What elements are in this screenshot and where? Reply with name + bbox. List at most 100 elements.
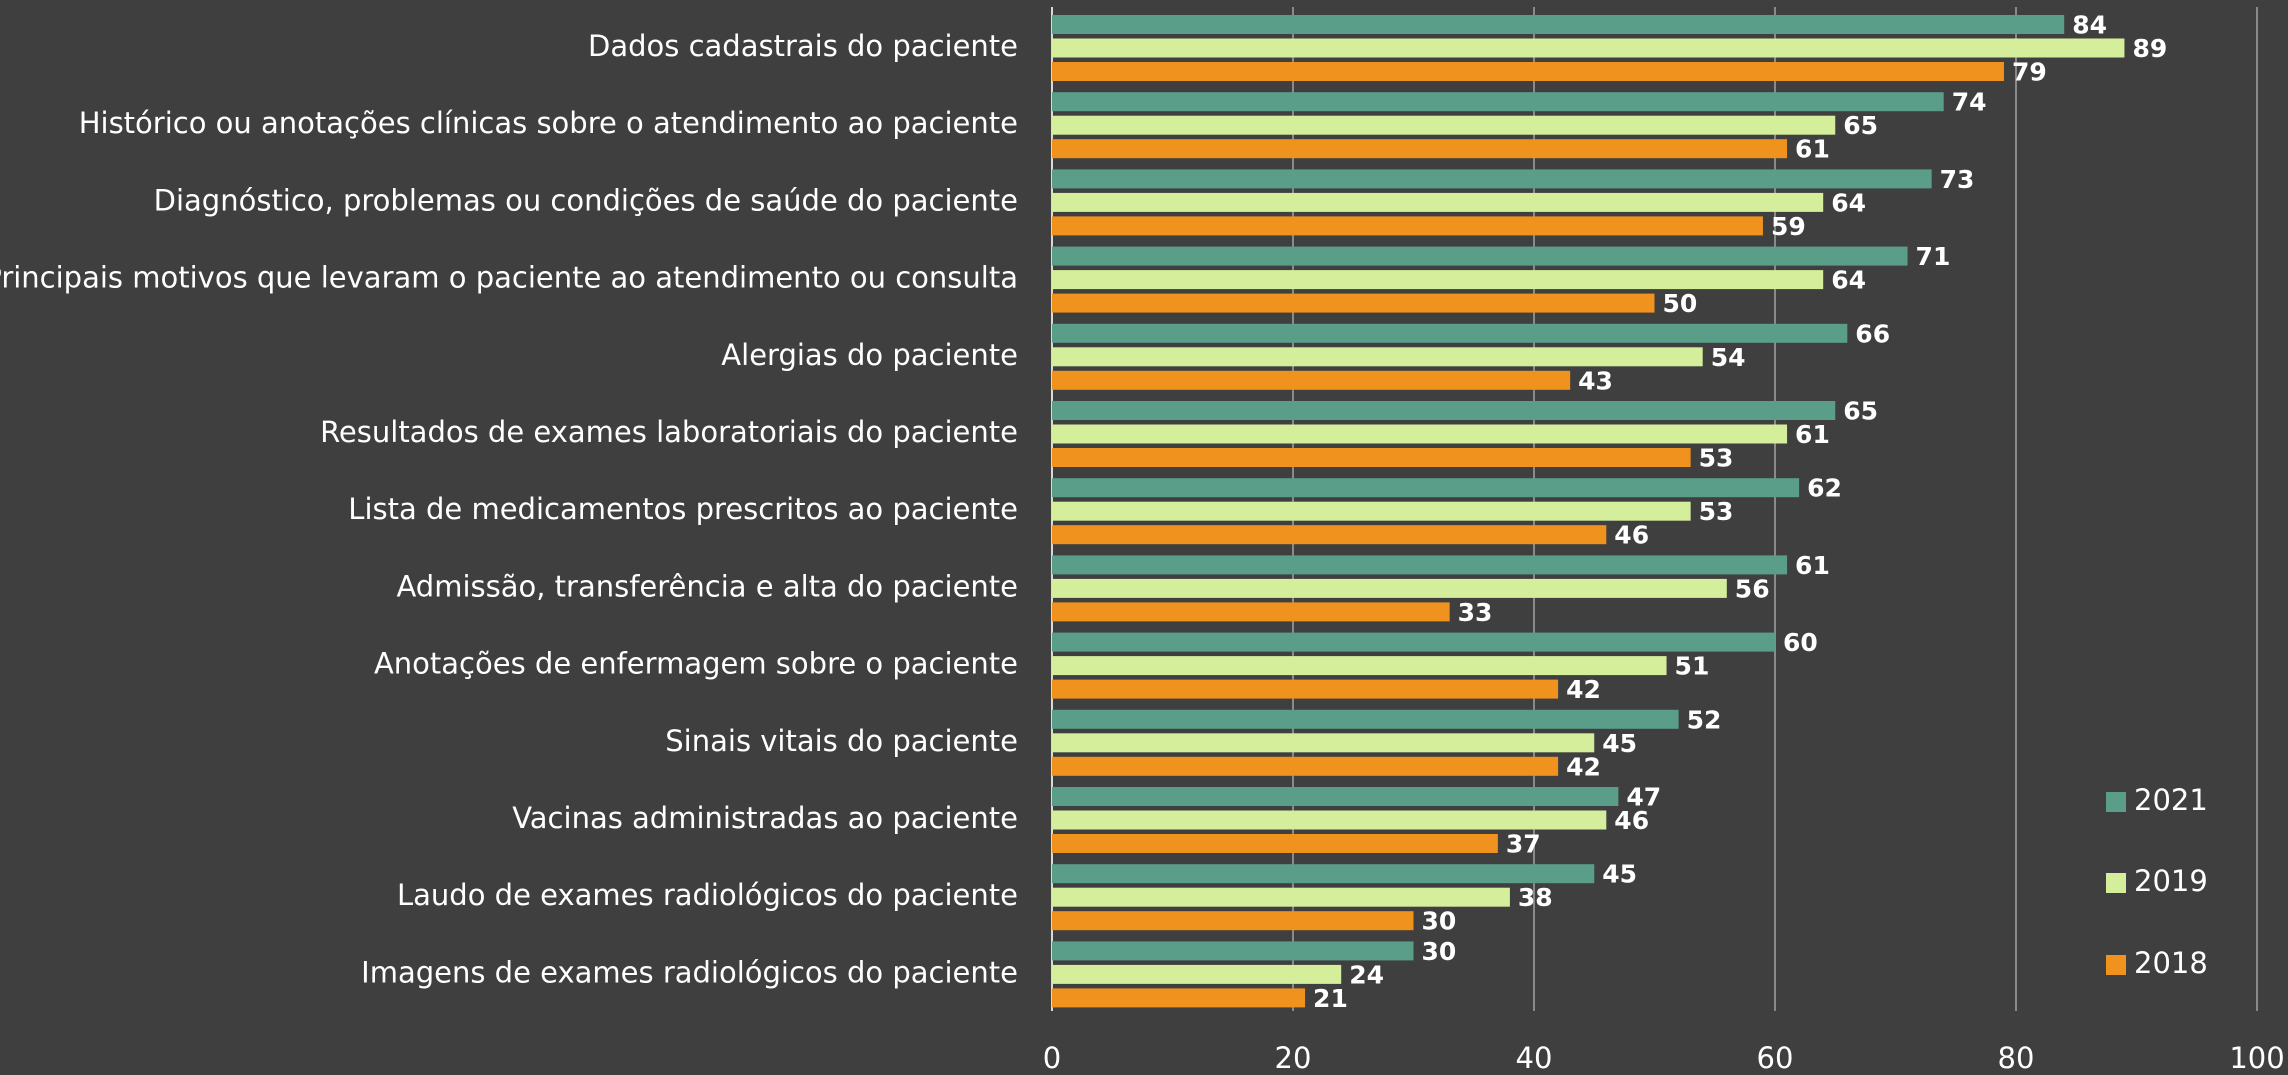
data-label: 73 <box>1940 165 1975 194</box>
data-label: 54 <box>1711 343 1746 372</box>
bar <box>1052 887 1510 907</box>
data-label: 52 <box>1687 705 1722 734</box>
bar <box>1052 270 1824 290</box>
legend-label: 2018 <box>2134 946 2208 980</box>
data-label: 30 <box>1422 937 1457 966</box>
bar <box>1052 988 1306 1008</box>
bar <box>1052 555 1788 575</box>
data-label: 46 <box>1614 806 1649 835</box>
data-label: 61 <box>1795 551 1830 580</box>
data-label: 61 <box>1795 135 1830 164</box>
data-label: 42 <box>1566 675 1601 704</box>
data-label: 71 <box>1916 242 1951 271</box>
bar <box>1052 501 1691 521</box>
data-label: 50 <box>1663 289 1698 318</box>
data-label: 37 <box>1506 830 1541 859</box>
bar <box>1052 139 1788 159</box>
bar <box>1052 15 2065 34</box>
category-label: Resultados de exames laboratoriais do pa… <box>320 415 1018 449</box>
data-label: 53 <box>1699 497 1734 526</box>
x-tick-label: 60 <box>1757 1041 1794 1075</box>
data-label: 43 <box>1578 366 1613 395</box>
data-label: 65 <box>1843 397 1878 426</box>
data-label: 53 <box>1699 444 1734 473</box>
bar <box>1052 92 1944 112</box>
legend-label: 2021 <box>2134 783 2208 817</box>
category-label: Dados cadastrais do paciente <box>588 29 1018 63</box>
category-label: Sinais vitais do paciente <box>665 724 1018 758</box>
data-label: 42 <box>1566 752 1601 781</box>
data-label: 51 <box>1675 652 1710 681</box>
legend-swatch <box>2106 792 2126 812</box>
data-label: 38 <box>1518 883 1553 912</box>
bar <box>1052 810 1607 830</box>
bar <box>1052 656 1667 676</box>
bar <box>1052 293 1655 313</box>
data-label: 45 <box>1602 860 1637 889</box>
legend-swatch <box>2106 955 2126 975</box>
bar <box>1052 787 1619 806</box>
bar <box>1052 478 1800 498</box>
data-label: 64 <box>1831 266 1866 295</box>
data-label: 56 <box>1735 574 1770 603</box>
bar <box>1052 911 1414 931</box>
bar <box>1052 578 1727 598</box>
bar <box>1052 169 1932 189</box>
bar <box>1052 964 1342 984</box>
data-label: 59 <box>1771 212 1806 241</box>
bar <box>1052 38 2125 58</box>
category-label: Diagnóstico, problemas ou condições de s… <box>154 183 1018 217</box>
bar <box>1052 347 1703 367</box>
bar <box>1052 756 1559 776</box>
bar <box>1052 370 1571 390</box>
bar <box>1052 62 2004 81</box>
data-label: 79 <box>2012 58 2047 87</box>
data-label: 60 <box>1783 628 1818 657</box>
category-label: Vacinas administradas ao paciente <box>512 801 1018 835</box>
bar <box>1052 864 1595 884</box>
data-label: 45 <box>1602 729 1637 758</box>
data-label: 24 <box>1349 960 1384 989</box>
data-label: 74 <box>1952 88 1987 117</box>
bar <box>1052 216 1763 236</box>
data-label: 89 <box>2132 34 2167 63</box>
category-label: Histórico ou anotações clínicas sobre o … <box>79 106 1018 140</box>
data-label: 47 <box>1626 783 1661 812</box>
bar <box>1052 448 1691 467</box>
bar <box>1052 424 1788 444</box>
data-label: 61 <box>1795 420 1830 449</box>
x-tick-label: 40 <box>1516 1041 1553 1075</box>
category-label: Alergias do paciente <box>721 338 1018 372</box>
category-label: Admissão, transferência e alta do pacien… <box>396 569 1018 603</box>
data-label: 21 <box>1313 984 1348 1013</box>
category-label: Principais motivos que levaram o pacient… <box>0 261 1018 295</box>
data-label: 33 <box>1458 598 1493 627</box>
bar <box>1052 632 1775 652</box>
legend-swatch <box>2106 873 2126 893</box>
data-label: 46 <box>1614 521 1649 550</box>
data-label: 84 <box>2072 11 2107 40</box>
bar <box>1052 525 1607 545</box>
x-tick-label: 100 <box>2229 1041 2284 1075</box>
data-label: 64 <box>1831 188 1866 217</box>
bar <box>1052 941 1414 961</box>
bar <box>1052 834 1498 853</box>
data-label: 65 <box>1843 111 1878 140</box>
category-label: Anotações de enfermagem sobre o paciente <box>374 647 1018 681</box>
bar <box>1052 679 1559 699</box>
x-tick-label: 80 <box>1998 1041 2035 1075</box>
bar <box>1052 192 1824 212</box>
data-label: 62 <box>1807 474 1842 503</box>
data-label: 66 <box>1855 319 1890 348</box>
bar <box>1052 709 1679 729</box>
x-tick-label: 20 <box>1275 1041 1312 1075</box>
x-tick-label: 0 <box>1043 1041 1061 1075</box>
bar <box>1052 246 1908 266</box>
data-label: 30 <box>1422 907 1457 936</box>
category-label: Lista de medicamentos prescritos ao paci… <box>348 492 1018 526</box>
bar <box>1052 115 1836 135</box>
legend-label: 2019 <box>2134 864 2208 898</box>
bar <box>1052 733 1595 753</box>
